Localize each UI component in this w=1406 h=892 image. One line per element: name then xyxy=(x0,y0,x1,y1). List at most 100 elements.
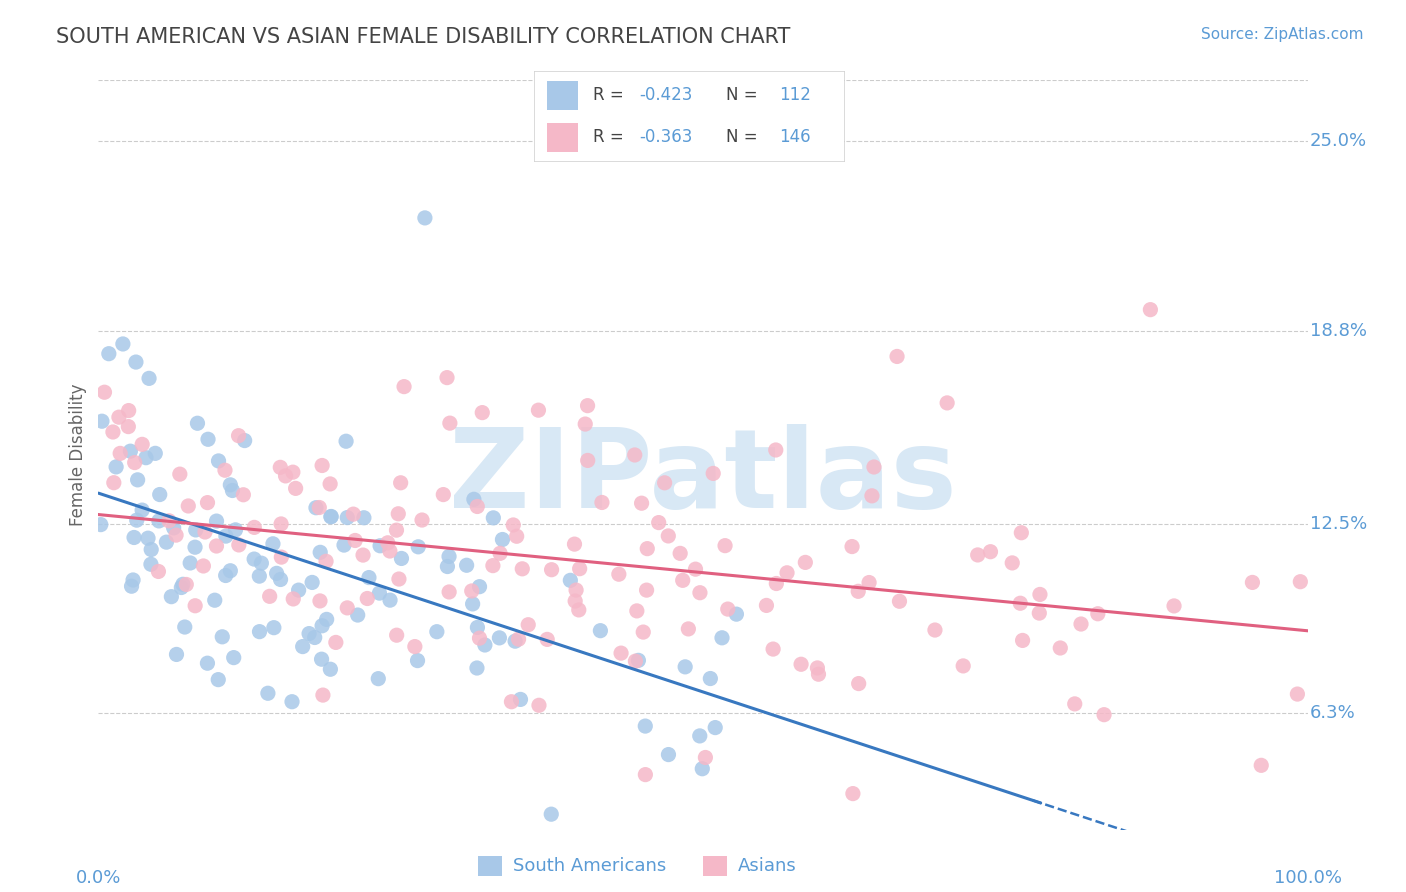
Point xyxy=(576,453,599,467)
Point xyxy=(184,540,207,554)
Point xyxy=(565,583,588,598)
Point xyxy=(690,762,713,776)
Point xyxy=(243,552,266,566)
Point xyxy=(319,509,342,524)
Point xyxy=(456,558,478,573)
Point xyxy=(406,654,429,668)
Point xyxy=(298,626,321,640)
Point xyxy=(527,403,550,417)
Point xyxy=(141,542,163,557)
Point xyxy=(319,662,342,676)
Point xyxy=(233,434,256,448)
Point xyxy=(281,695,304,709)
Y-axis label: Female Disability: Female Disability xyxy=(69,384,87,526)
Point xyxy=(262,537,284,551)
Point xyxy=(471,406,494,420)
Point xyxy=(711,631,734,645)
Point xyxy=(1092,707,1115,722)
Point xyxy=(685,562,707,576)
Point xyxy=(352,548,374,562)
Point xyxy=(489,546,512,560)
Point xyxy=(184,523,207,537)
Point xyxy=(630,496,652,510)
Text: ZIPatlas: ZIPatlas xyxy=(449,424,957,531)
Point xyxy=(139,558,162,572)
Text: Source: ZipAtlas.com: Source: ZipAtlas.com xyxy=(1201,27,1364,42)
Point xyxy=(315,554,337,568)
Point xyxy=(136,531,159,545)
Point xyxy=(228,428,250,442)
Point xyxy=(411,513,433,527)
Point xyxy=(468,631,491,645)
Point xyxy=(695,750,717,764)
Point xyxy=(122,531,145,545)
Point xyxy=(432,487,454,501)
FancyBboxPatch shape xyxy=(547,81,578,110)
Point xyxy=(1163,599,1185,613)
Text: 6.3%: 6.3% xyxy=(1310,705,1355,723)
Point xyxy=(247,569,270,583)
Text: N =: N = xyxy=(725,87,763,104)
Point xyxy=(1029,587,1052,601)
Point xyxy=(952,659,974,673)
Point xyxy=(702,467,724,481)
Point xyxy=(610,646,633,660)
Point xyxy=(858,575,880,590)
Point xyxy=(131,503,153,517)
Point xyxy=(560,574,582,588)
Point xyxy=(846,584,869,599)
Point xyxy=(97,347,120,361)
Point xyxy=(564,594,586,608)
Point xyxy=(274,469,297,483)
Point xyxy=(413,211,436,225)
Point xyxy=(540,807,562,822)
Point xyxy=(124,456,146,470)
Point xyxy=(378,593,401,607)
Point xyxy=(437,549,460,564)
Point xyxy=(179,556,201,570)
Point xyxy=(166,648,188,662)
Point xyxy=(657,529,679,543)
Point xyxy=(1289,574,1312,589)
Point xyxy=(762,642,785,657)
Point xyxy=(250,556,273,570)
Point xyxy=(266,566,288,581)
Point xyxy=(936,396,959,410)
Point xyxy=(634,767,657,781)
Point xyxy=(863,460,886,475)
Point xyxy=(624,654,647,668)
Text: SOUTH AMERICAN VS ASIAN FEMALE DISABILITY CORRELATION CHART: SOUTH AMERICAN VS ASIAN FEMALE DISABILIT… xyxy=(56,27,790,46)
Point xyxy=(689,585,711,599)
Point xyxy=(510,562,533,576)
Point xyxy=(704,721,727,735)
Point xyxy=(117,419,139,434)
Point xyxy=(474,638,496,652)
Point xyxy=(387,507,409,521)
Point xyxy=(228,538,250,552)
Point xyxy=(219,478,242,492)
Point xyxy=(889,594,911,608)
Point xyxy=(1087,607,1109,621)
Point xyxy=(93,385,115,400)
Point xyxy=(118,403,141,417)
Point xyxy=(406,540,429,554)
Point xyxy=(193,558,215,573)
Point xyxy=(1250,758,1272,772)
Point xyxy=(270,550,292,565)
Point xyxy=(333,538,356,552)
Point xyxy=(574,417,596,431)
Point xyxy=(1028,606,1050,620)
Point xyxy=(540,563,562,577)
Point xyxy=(270,516,292,531)
Text: 146: 146 xyxy=(779,128,810,146)
Point xyxy=(368,586,391,600)
Point xyxy=(636,541,658,556)
Point xyxy=(491,533,513,547)
Point xyxy=(568,603,591,617)
Point xyxy=(170,581,193,595)
Point xyxy=(108,446,131,460)
Point xyxy=(184,599,207,613)
Point xyxy=(120,444,142,458)
Point xyxy=(848,676,870,690)
Point xyxy=(626,604,648,618)
